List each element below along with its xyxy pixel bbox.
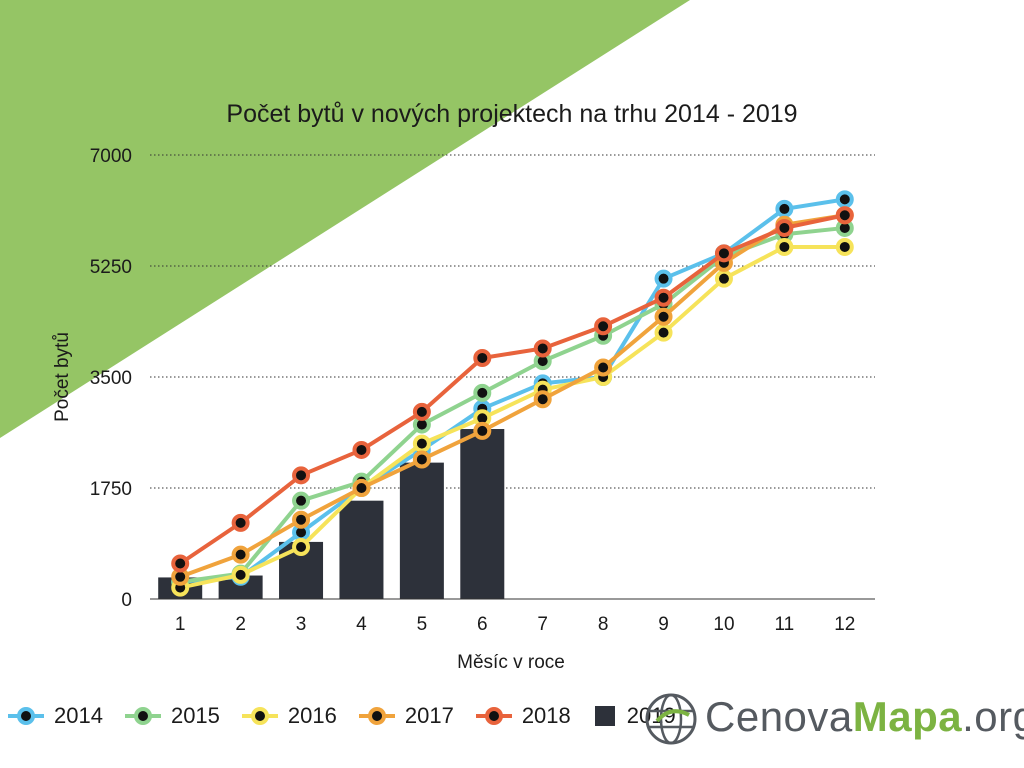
point-2016-month-12 bbox=[835, 237, 854, 256]
point-2015-month-3 bbox=[292, 491, 311, 510]
legend-item-2014: 2014 bbox=[8, 703, 103, 729]
x-tick-label: 12 bbox=[834, 614, 855, 635]
legend-item-2016: 2016 bbox=[241, 703, 337, 729]
point-2017-month-3 bbox=[292, 510, 311, 529]
logo-text-org: .org bbox=[962, 693, 1024, 740]
cenovamapa-logo: CenovaMapa.org bbox=[643, 685, 1024, 755]
logo-text-mapa: Mapa bbox=[852, 693, 963, 740]
grid-lines bbox=[150, 154, 875, 489]
globe-icon bbox=[645, 693, 697, 745]
legend-marker-2018 bbox=[475, 707, 512, 725]
x-tick-label: 6 bbox=[477, 614, 488, 635]
bars-2019 bbox=[158, 429, 505, 599]
point-2016-month-9 bbox=[654, 323, 673, 342]
point-2016-month-2 bbox=[231, 565, 250, 584]
point-2017-month-9 bbox=[654, 307, 673, 326]
logo-text: CenovaMapa.org bbox=[705, 693, 1024, 741]
point-2018-month-5 bbox=[412, 402, 431, 421]
background-green-shape bbox=[0, 0, 690, 438]
legend-marker-2017 bbox=[358, 707, 395, 725]
line-2017 bbox=[179, 213, 846, 579]
point-2018-month-10 bbox=[714, 244, 733, 263]
legend-marker-2016 bbox=[241, 707, 278, 725]
point-2018-month-3 bbox=[292, 466, 311, 485]
point-2018-month-6 bbox=[473, 348, 492, 367]
point-2016-month-5 bbox=[412, 434, 431, 453]
legend-item-2018: 2018 bbox=[475, 703, 571, 729]
y-tick-label: 3500 bbox=[90, 368, 132, 389]
point-2018-month-4 bbox=[352, 440, 371, 459]
y-tick-label: 1750 bbox=[90, 479, 132, 500]
legend-label-2017: 2017 bbox=[404, 703, 454, 728]
bar-2019-month-6 bbox=[460, 429, 505, 599]
legend-item-2015: 2015 bbox=[124, 703, 220, 729]
x-tick-label: 4 bbox=[356, 614, 367, 635]
y-tick-label: 0 bbox=[121, 590, 132, 611]
x-tick-label: 5 bbox=[417, 614, 428, 635]
line-2016 bbox=[179, 244, 845, 590]
x-tick-label: 3 bbox=[296, 614, 307, 635]
point-2018-month-11 bbox=[775, 218, 794, 237]
x-tick-label: 2 bbox=[235, 614, 246, 635]
point-2018-month-8 bbox=[594, 317, 613, 336]
point-2017-month-2 bbox=[231, 545, 250, 564]
point-2018-month-7 bbox=[533, 339, 552, 358]
x-tick-labels: 1 2 3 4 5 6 7 8 9 10 11 12 bbox=[175, 614, 855, 635]
x-tick-label: 7 bbox=[537, 614, 548, 635]
x-tick-label: 11 bbox=[775, 614, 795, 635]
point-2017-month-5 bbox=[412, 450, 431, 469]
legend-marker-2019 bbox=[594, 706, 615, 726]
legend-label-2014: 2014 bbox=[54, 703, 103, 728]
point-2017-month-6 bbox=[473, 421, 492, 440]
line-2014 bbox=[180, 197, 846, 584]
legend-item-2017: 2017 bbox=[358, 703, 454, 729]
point-2018-month-1 bbox=[171, 554, 190, 573]
bar-2019-month-2 bbox=[218, 575, 263, 599]
point-2016-month-10 bbox=[714, 269, 733, 288]
point-2018-month-12 bbox=[835, 206, 854, 225]
legend-marker-2015 bbox=[124, 707, 161, 725]
x-tick-label: 9 bbox=[658, 614, 669, 635]
line-series bbox=[171, 190, 854, 597]
y-tick-labels: 0 1750 3500 5250 7000 bbox=[90, 146, 132, 611]
line-2018 bbox=[179, 213, 846, 566]
point-2014-month-12 bbox=[835, 190, 854, 209]
legend-label-2018: 2018 bbox=[521, 703, 571, 728]
legend: 2014 2015 2016 2017 2018 2019 bbox=[8, 703, 698, 729]
point-2014-month-9 bbox=[654, 269, 673, 288]
point-2014-month-11 bbox=[775, 199, 794, 218]
legend-label-2015: 2015 bbox=[170, 703, 220, 728]
point-2016-month-11 bbox=[775, 237, 794, 256]
point-2017-month-8 bbox=[594, 358, 613, 377]
x-axis-label: Měsíc v roce bbox=[457, 652, 565, 673]
point-2016-month-3 bbox=[292, 537, 311, 556]
bar-2019-month-4 bbox=[339, 500, 384, 599]
x-tick-label: 1 bbox=[175, 614, 186, 635]
point-2017-month-4 bbox=[352, 479, 371, 497]
bar-2019-month-5 bbox=[399, 462, 444, 599]
y-tick-label: 7000 bbox=[90, 146, 132, 167]
y-axis-label: Počet bytů bbox=[52, 332, 73, 422]
point-2015-month-6 bbox=[473, 383, 492, 402]
line-2015 bbox=[179, 225, 846, 584]
chart-title: Počet bytů v nových projektech na trhu 2… bbox=[226, 100, 798, 128]
legend-label-2016: 2016 bbox=[287, 703, 337, 728]
legend-marker-2014 bbox=[8, 707, 44, 725]
x-tick-label: 8 bbox=[598, 614, 609, 635]
point-2018-month-2 bbox=[231, 513, 250, 532]
point-2018-month-9 bbox=[654, 288, 673, 307]
x-tick-label: 10 bbox=[713, 614, 734, 635]
y-tick-label: 5250 bbox=[90, 257, 132, 278]
series-2018 bbox=[171, 206, 854, 573]
logo-text-cenova: Cenova bbox=[705, 693, 853, 740]
point-2017-month-7 bbox=[533, 390, 552, 409]
